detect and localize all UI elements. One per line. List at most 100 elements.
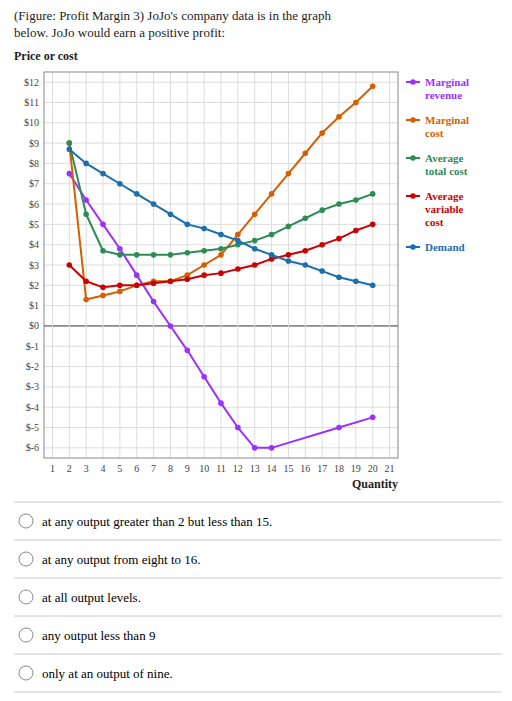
point <box>201 272 207 278</box>
point <box>269 252 275 258</box>
grid-line-x <box>355 72 356 458</box>
point <box>218 232 224 238</box>
option-text: at all output levels. <box>42 590 141 605</box>
y-tick-label: $0 <box>29 320 39 331</box>
point <box>218 252 224 258</box>
grid-line-x <box>153 72 154 458</box>
options: at any output greater than 2 but less th… <box>14 502 502 692</box>
point <box>218 246 224 252</box>
legend-label: Demand <box>425 241 465 253</box>
legend-label: Marginalrevenue <box>425 76 469 101</box>
y-tick-label: $9 <box>29 138 39 149</box>
x-tick-label: 5 <box>117 463 122 474</box>
grid-line-x <box>271 72 272 458</box>
point <box>302 262 308 268</box>
x-tick-label: 9 <box>185 463 190 474</box>
point <box>336 425 342 431</box>
point <box>184 250 190 256</box>
point <box>117 181 123 187</box>
separator <box>14 692 502 693</box>
x-tick-label: 1 <box>50 463 55 474</box>
option-radio[interactable] <box>19 552 33 566</box>
y-tick-label: $4 <box>29 239 39 250</box>
grid-line-x <box>389 72 390 458</box>
point <box>370 283 376 289</box>
x-tick-label: 3 <box>84 463 89 474</box>
point <box>235 238 241 244</box>
separator <box>14 616 502 617</box>
point <box>302 150 308 156</box>
point <box>201 248 207 254</box>
point <box>319 242 325 248</box>
grid-line-x <box>136 72 137 458</box>
point <box>302 215 308 221</box>
point <box>235 266 241 272</box>
series-line <box>69 174 372 448</box>
point <box>83 161 89 167</box>
x-tick-label: 19 <box>351 463 361 474</box>
y-tick-label: $1 <box>29 300 39 311</box>
point <box>100 293 106 299</box>
point <box>218 400 224 406</box>
option-text: at any output from eight to 16. <box>42 552 201 567</box>
point <box>218 270 224 276</box>
point <box>370 191 376 197</box>
point <box>83 211 89 217</box>
data <box>66 83 375 450</box>
legend-swatch-marker <box>410 155 416 161</box>
x-tick-label: 17 <box>317 463 327 474</box>
x-tick-label: 20 <box>368 463 378 474</box>
point <box>252 445 258 451</box>
grid <box>44 72 398 458</box>
legend-label: Averagevariablecost <box>425 190 464 228</box>
point <box>201 374 207 380</box>
x-tick-label: 2 <box>67 463 72 474</box>
x-tick-label: 12 <box>233 463 243 474</box>
point <box>151 252 157 258</box>
point <box>66 140 72 146</box>
y-tick-label: $-1 <box>26 341 39 352</box>
legend-swatch-marker <box>410 193 416 199</box>
separator <box>14 578 502 579</box>
y-tick-label: $-4 <box>26 402 39 413</box>
x-tick-label: 8 <box>168 463 173 474</box>
y-tick-label: $-2 <box>26 361 39 372</box>
point <box>286 252 292 258</box>
point <box>353 228 359 234</box>
y-tick-label: $11 <box>24 97 39 108</box>
y-tick-label: $3 <box>29 260 39 271</box>
series-line <box>69 224 372 287</box>
point <box>100 171 106 177</box>
series-line <box>69 86 372 299</box>
grid-line-x <box>372 72 373 458</box>
option-radio[interactable] <box>19 628 33 642</box>
point <box>370 83 376 89</box>
option-radio[interactable] <box>19 666 33 680</box>
point <box>252 246 258 252</box>
y-tick-label: $-3 <box>26 381 39 392</box>
point <box>302 248 308 254</box>
x-tick-label: 18 <box>334 463 344 474</box>
legend-swatch-marker <box>410 79 416 85</box>
separator <box>14 502 502 503</box>
point <box>168 211 174 217</box>
point <box>151 299 157 305</box>
chart: (Figure: Profit Margin 3) JoJo's company… <box>0 0 512 701</box>
option-radio[interactable] <box>19 590 33 604</box>
x-tick-label: 11 <box>216 463 226 474</box>
point <box>353 197 359 203</box>
x-tick-label: 15 <box>283 463 293 474</box>
point <box>184 348 190 354</box>
point <box>201 226 207 232</box>
point <box>134 283 140 289</box>
y-tick-label: $8 <box>29 158 39 169</box>
legend-swatch-marker <box>410 117 416 123</box>
option-radio[interactable] <box>19 514 33 528</box>
legend-label: Averagetotal cost <box>425 152 468 177</box>
point <box>83 297 89 303</box>
point <box>252 211 258 217</box>
series <box>66 83 375 302</box>
y-tick-label: $10 <box>24 117 39 128</box>
y-tick-label: $-5 <box>26 422 39 433</box>
point <box>184 276 190 282</box>
